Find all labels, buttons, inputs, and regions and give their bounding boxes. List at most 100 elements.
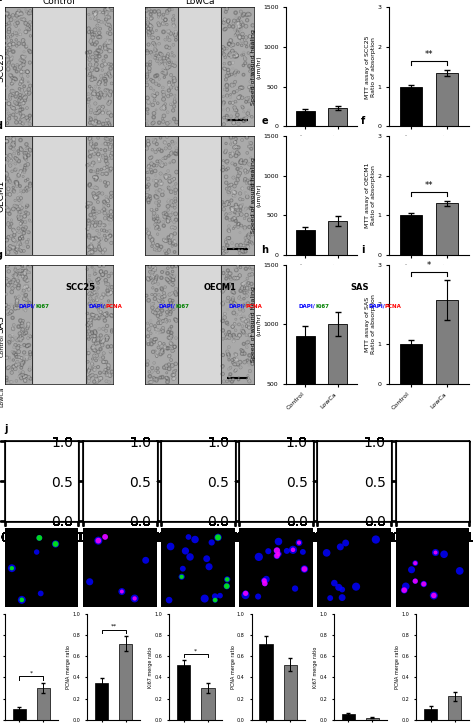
Point bbox=[144, 92, 151, 104]
Point bbox=[155, 79, 163, 91]
Point bbox=[146, 63, 153, 74]
Point bbox=[16, 79, 24, 90]
Point bbox=[12, 265, 19, 276]
Point bbox=[9, 39, 17, 50]
Point bbox=[102, 84, 109, 96]
Point bbox=[150, 271, 157, 283]
Point bbox=[171, 181, 178, 193]
Point bbox=[91, 313, 99, 324]
Point bbox=[152, 134, 159, 146]
Point bbox=[108, 152, 116, 164]
Point bbox=[105, 97, 112, 109]
Point bbox=[148, 21, 155, 33]
Point bbox=[91, 8, 99, 20]
Point bbox=[232, 358, 239, 370]
Point bbox=[168, 146, 175, 158]
Point bbox=[222, 6, 229, 17]
Point bbox=[144, 17, 152, 28]
Point bbox=[244, 108, 252, 119]
Point bbox=[86, 68, 94, 80]
Point bbox=[331, 487, 339, 499]
Point bbox=[167, 98, 174, 110]
Point bbox=[245, 96, 253, 108]
Point bbox=[3, 353, 11, 364]
Point bbox=[97, 329, 105, 341]
Point bbox=[424, 455, 431, 467]
Point bbox=[86, 117, 94, 129]
Point bbox=[228, 148, 236, 160]
Point bbox=[168, 136, 176, 148]
Point bbox=[168, 231, 175, 243]
Point bbox=[97, 175, 104, 187]
Point bbox=[10, 73, 18, 84]
Point bbox=[157, 309, 164, 321]
Point bbox=[239, 28, 246, 40]
Text: LowCa: LowCa bbox=[0, 386, 5, 406]
Point bbox=[103, 334, 110, 345]
Point bbox=[227, 132, 235, 143]
Point bbox=[19, 34, 27, 46]
Point bbox=[164, 215, 172, 227]
Point bbox=[86, 270, 93, 281]
Point bbox=[102, 266, 109, 278]
Point bbox=[19, 97, 27, 109]
Point bbox=[150, 159, 157, 171]
Point bbox=[12, 332, 19, 344]
Point bbox=[255, 551, 263, 563]
Point bbox=[22, 26, 30, 38]
Point bbox=[94, 89, 102, 100]
Point bbox=[100, 260, 108, 272]
Point bbox=[21, 224, 28, 236]
Point bbox=[151, 165, 159, 177]
Point bbox=[249, 168, 256, 180]
Point bbox=[222, 282, 229, 294]
Text: a: a bbox=[0, 0, 2, 2]
Point bbox=[12, 247, 20, 259]
Point bbox=[16, 28, 24, 40]
Point bbox=[150, 111, 157, 123]
Point bbox=[18, 196, 25, 208]
Point bbox=[10, 361, 18, 372]
Point bbox=[162, 142, 170, 154]
Point bbox=[9, 89, 16, 101]
Point bbox=[151, 345, 159, 357]
Point bbox=[162, 265, 169, 276]
Point bbox=[108, 188, 115, 199]
Point bbox=[88, 9, 96, 21]
Point bbox=[97, 74, 104, 86]
Point bbox=[155, 9, 163, 20]
Point bbox=[5, 274, 13, 286]
Point bbox=[169, 261, 176, 273]
Point bbox=[92, 370, 100, 382]
Point bbox=[89, 342, 96, 353]
Point bbox=[145, 294, 153, 306]
Point bbox=[11, 246, 19, 257]
Point bbox=[155, 79, 163, 91]
Point bbox=[16, 42, 24, 54]
Point bbox=[92, 171, 100, 182]
Point bbox=[161, 245, 169, 257]
Point bbox=[106, 89, 114, 101]
Point bbox=[17, 92, 24, 104]
Point bbox=[249, 358, 256, 369]
Point bbox=[160, 94, 167, 105]
Point bbox=[21, 160, 29, 172]
Point bbox=[10, 85, 18, 97]
Point bbox=[92, 112, 100, 124]
Point bbox=[20, 211, 28, 222]
Point bbox=[4, 51, 12, 63]
Title: LowCa: LowCa bbox=[185, 0, 214, 7]
Point bbox=[95, 148, 102, 160]
Point bbox=[15, 194, 23, 206]
Point bbox=[143, 116, 151, 127]
Point bbox=[232, 199, 240, 211]
Point bbox=[13, 65, 20, 77]
Point bbox=[19, 233, 27, 244]
Point bbox=[151, 321, 159, 332]
Point bbox=[102, 266, 109, 278]
Point bbox=[235, 218, 242, 230]
Point bbox=[165, 139, 173, 150]
Point bbox=[244, 8, 252, 20]
Point bbox=[2, 19, 10, 31]
Point bbox=[232, 29, 239, 41]
